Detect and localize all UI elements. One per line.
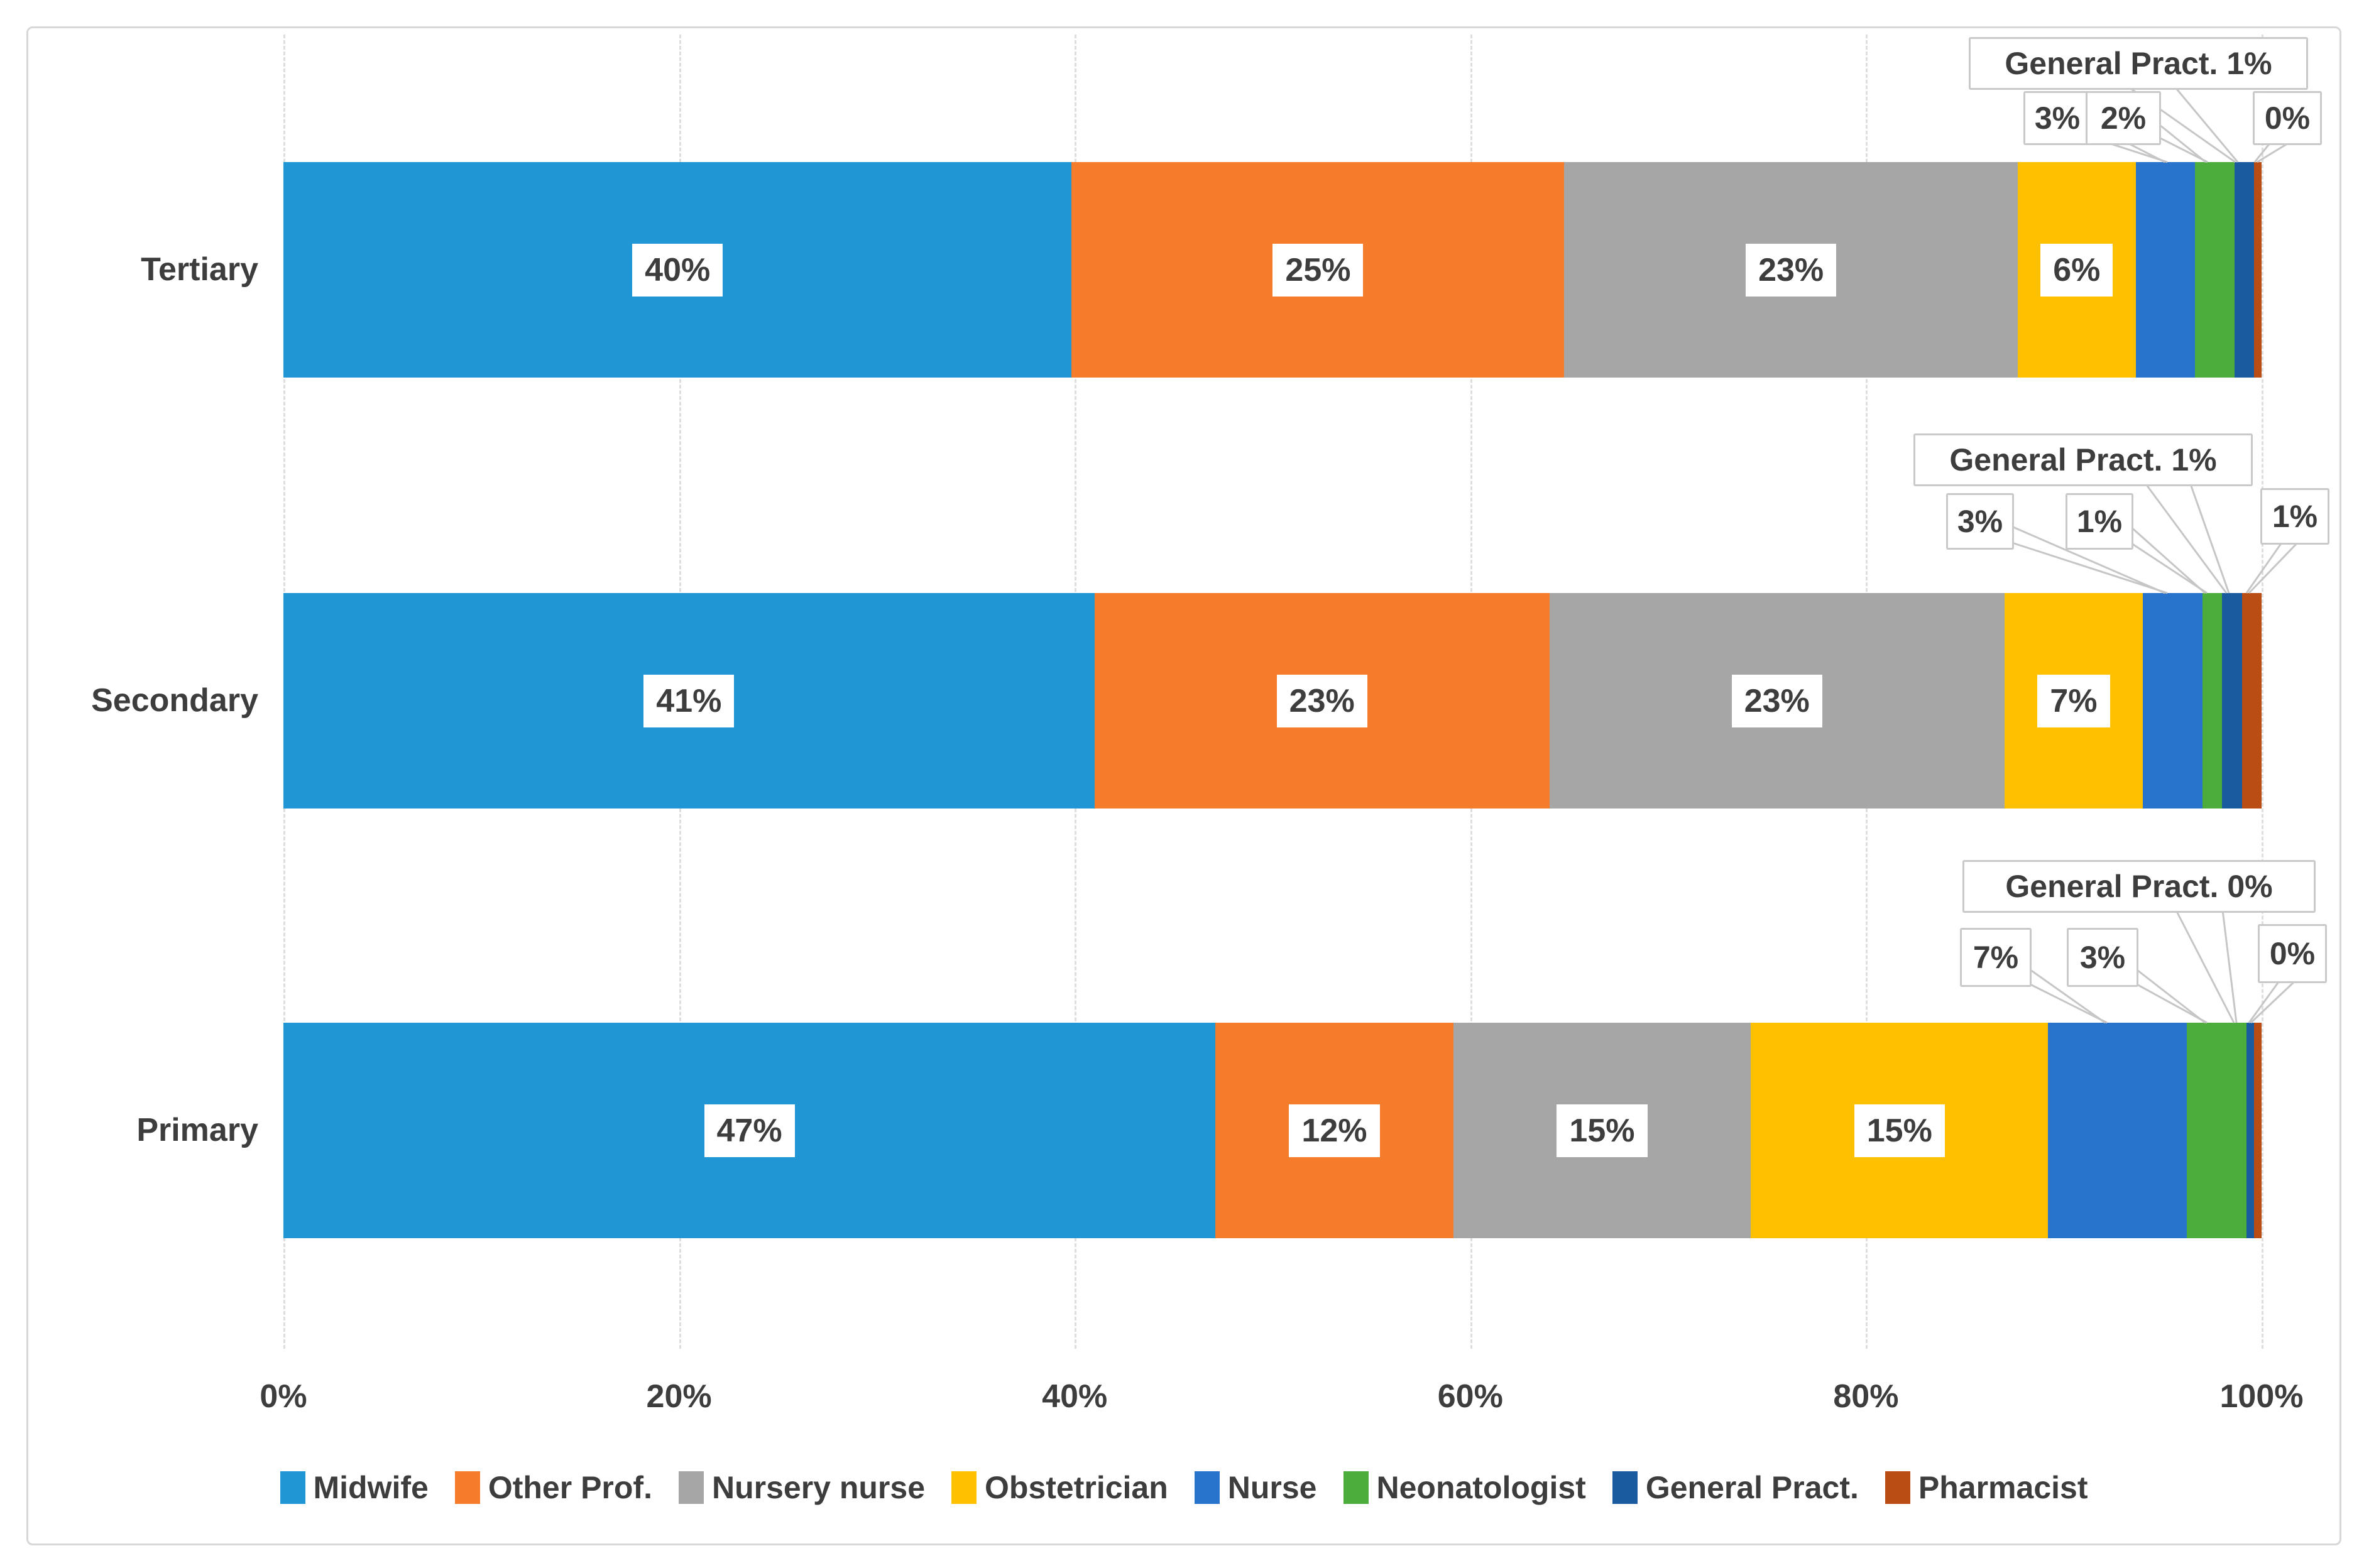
segment-data-label: 40%	[632, 243, 723, 297]
callout-tertiary-nurse: 3%	[2023, 91, 2091, 145]
legend-item-other-prof: Other Prof.	[454, 1469, 652, 1506]
legend-swatch-icon	[454, 1471, 480, 1504]
plot-area: 40% 25% 23% 6% 41% 23% 23% 7% 47% 12% 15% 15%	[283, 35, 2263, 1349]
segment-data-label: 23%	[1746, 243, 1837, 297]
legend-item-neonatologist: Neonatologist	[1343, 1469, 1586, 1506]
callout-secondary-nurse: 3%	[1946, 493, 2014, 550]
legend-label: Midwife	[313, 1470, 429, 1505]
legend-swatch-icon	[1194, 1471, 1220, 1504]
segment-data-label: 6%	[2040, 243, 2113, 297]
segment-data-label: 7%	[2037, 674, 2110, 727]
bar-segment-tertiary-pharmacist	[2254, 162, 2262, 378]
bar-row-tertiary: 40% 25% 23% 6%	[283, 162, 2262, 378]
bar-segment-primary-obstetrician: 15%	[1751, 1023, 2049, 1238]
bar-row-secondary: 41% 23% 23% 7%	[283, 593, 2262, 808]
x-tick-20%: 20%	[646, 1378, 712, 1415]
legend-swatch-icon	[1612, 1471, 1638, 1504]
bar-segment-primary-pharmacist	[2254, 1023, 2262, 1238]
bar-segment-secondary-general-pract	[2222, 593, 2242, 808]
bar-row-primary: 47% 12% 15% 15%	[283, 1023, 2262, 1238]
x-tick-80%: 80%	[1833, 1378, 1899, 1415]
legend-swatch-icon	[1885, 1471, 1910, 1504]
legend-label: General Pract.	[1645, 1470, 1859, 1505]
bar-segment-secondary-nurse	[2143, 593, 2203, 808]
bar-segment-tertiary-obstetrician: 6%	[2017, 162, 2136, 378]
legend-swatch-icon	[280, 1471, 305, 1504]
legend-item-general-pract: General Pract.	[1612, 1469, 1859, 1506]
segment-data-label: 23%	[1731, 674, 1822, 727]
segment-data-label: 15%	[1557, 1104, 1648, 1157]
segment-data-label: 12%	[1289, 1104, 1380, 1157]
category-label-tertiary: Tertiary	[141, 251, 258, 288]
bar-segment-tertiary-nurse	[2135, 162, 2195, 378]
gridline-100%	[2262, 35, 2263, 1349]
bar-segment-primary-nursery-nurse: 15%	[1453, 1023, 1751, 1238]
callout-primary-general-pract: General Pract. 0%	[1962, 860, 2316, 913]
bar-segment-primary-general-pract	[2246, 1023, 2255, 1238]
callout-primary-neonatologist: 3%	[2067, 928, 2138, 987]
legend-item-pharmacist: Pharmacist	[1885, 1469, 2088, 1506]
x-tick-40%: 40%	[1042, 1378, 1108, 1415]
legend-item-nursery-nurse: Nursery nurse	[678, 1469, 926, 1506]
bar-segment-secondary-midwife: 41%	[283, 593, 1095, 808]
segment-data-label: 47%	[704, 1104, 795, 1157]
callout-secondary-neonatologist: 1%	[2066, 493, 2133, 550]
legend-item-obstetrician: Obstetrician	[951, 1469, 1168, 1506]
bar-segment-secondary-other-prof: 23%	[1094, 593, 1550, 808]
segment-data-label: 41%	[643, 674, 735, 727]
bar-segment-primary-nurse	[2048, 1023, 2187, 1238]
category-label-secondary: Secondary	[91, 682, 258, 719]
legend-label: Nursery nurse	[711, 1470, 926, 1505]
legend-label: Nurse	[1227, 1470, 1317, 1505]
legend-item-nurse: Nurse	[1194, 1469, 1317, 1506]
x-tick-100%: 100%	[2219, 1378, 2304, 1415]
x-tick-0%: 0%	[260, 1378, 307, 1415]
x-tick-60%: 60%	[1437, 1378, 1503, 1415]
bar-segment-primary-midwife: 47%	[283, 1023, 1216, 1238]
bar-segment-tertiary-midwife: 40%	[283, 162, 1072, 378]
legend-label: Obstetrician	[985, 1470, 1168, 1505]
bar-segment-secondary-pharmacist	[2241, 593, 2262, 808]
legend-label: Other Prof.	[488, 1470, 652, 1505]
bar-segment-primary-neonatologist	[2187, 1023, 2247, 1238]
callout-primary-nurse: 7%	[1960, 928, 2032, 987]
bar-segment-tertiary-general-pract	[2234, 162, 2255, 378]
bar-segment-tertiary-neonatologist	[2195, 162, 2235, 378]
legend-label: Pharmacist	[1918, 1470, 2088, 1505]
bar-segment-tertiary-other-prof: 25%	[1071, 162, 1565, 378]
segment-data-label: 25%	[1272, 243, 1364, 297]
legend-swatch-icon	[678, 1471, 704, 1504]
category-label-primary: Primary	[136, 1112, 258, 1148]
segment-data-label: 15%	[1854, 1104, 1945, 1157]
bar-segment-secondary-nursery-nurse: 23%	[1549, 593, 2005, 808]
callout-tertiary-general-pract: General Pract. 1%	[1969, 37, 2308, 90]
legend-item-midwife: Midwife	[280, 1469, 429, 1506]
legend-swatch-icon	[951, 1471, 977, 1504]
bar-segment-tertiary-nursery-nurse: 23%	[1564, 162, 2018, 378]
bar-segment-secondary-neonatologist	[2202, 593, 2223, 808]
callout-primary-pharmacist: 0%	[2258, 924, 2327, 983]
callout-tertiary-pharmacist: 0%	[2253, 91, 2322, 145]
bar-segment-secondary-obstetrician: 7%	[2004, 593, 2143, 808]
legend: Midwife Other Prof. Nursery nurse Obstetric…	[28, 1469, 2339, 1506]
chart-figure: 40% 25% 23% 6% 41% 23% 23% 7% 47% 12% 15% 15% Gener…	[26, 26, 2341, 1545]
segment-data-label: 23%	[1276, 674, 1367, 727]
legend-swatch-icon	[1343, 1471, 1369, 1504]
callout-secondary-general-pract: General Pract. 1%	[1913, 433, 2253, 486]
bar-segment-primary-other-prof: 12%	[1215, 1023, 1453, 1238]
callout-secondary-pharmacist: 1%	[2260, 488, 2329, 545]
callout-tertiary-neonatologist: 2%	[2086, 91, 2161, 145]
legend-label: Neonatologist	[1376, 1470, 1586, 1505]
